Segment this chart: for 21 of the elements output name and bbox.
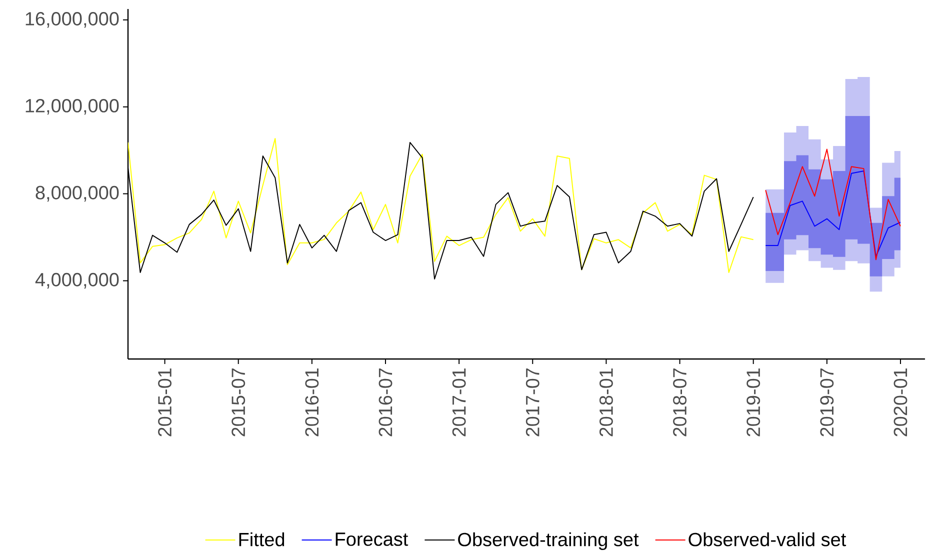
x-tick-label: 2018-07	[673, 368, 686, 436]
x-tick-label: 2015-07	[232, 368, 246, 436]
legend-label: Forecast	[336, 532, 408, 546]
x-tick-label: 2016-01	[305, 368, 319, 436]
line-series	[765, 148, 901, 260]
x-tick-label: 2016-07	[378, 368, 392, 436]
y-tick-label: 16,000,000	[26, 12, 119, 28]
x-tick-label: 2019-07	[820, 368, 834, 436]
x-tick-label: 2020-01	[894, 368, 908, 436]
x-tick-label: 2017-07	[526, 368, 540, 436]
y-tick-label: 4,000,000	[35, 272, 119, 289]
y-tick-label: 8,000,000	[36, 186, 119, 202]
y-tick-label: 12,000,000	[26, 98, 119, 115]
legend-label: Observed-training set	[458, 532, 639, 550]
legend-label: Observed-valid set	[688, 532, 846, 546]
x-tick-label: 2015-01	[158, 368, 172, 436]
x-tick-label: 2019-01	[746, 368, 760, 436]
line-series	[765, 170, 901, 257]
x-tick-label: 2018-01	[599, 368, 613, 436]
x-tick-label: 2017-01	[452, 368, 466, 436]
legend-label: Fitted	[239, 532, 284, 546]
